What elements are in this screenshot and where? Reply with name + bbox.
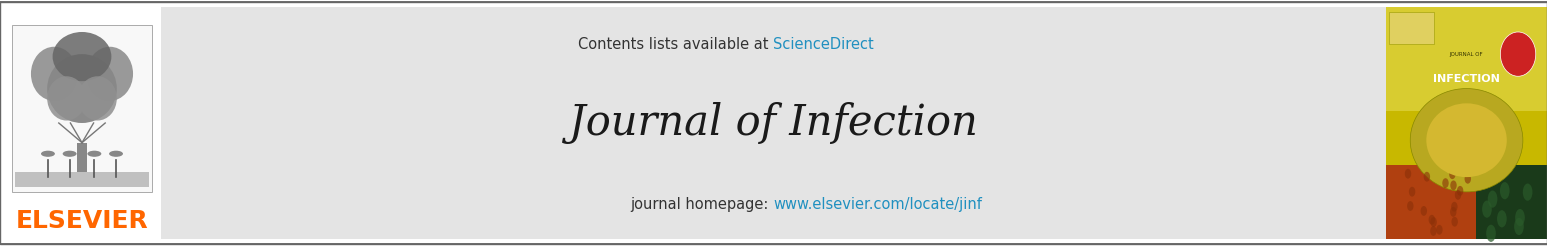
Ellipse shape xyxy=(77,76,118,121)
Ellipse shape xyxy=(1457,186,1463,196)
Ellipse shape xyxy=(1522,184,1533,201)
Ellipse shape xyxy=(1487,225,1496,242)
Ellipse shape xyxy=(46,76,85,121)
Ellipse shape xyxy=(1442,178,1448,188)
Text: JOURNAL OF: JOURNAL OF xyxy=(1450,52,1484,57)
FancyBboxPatch shape xyxy=(1389,12,1434,44)
Ellipse shape xyxy=(1497,210,1507,227)
Ellipse shape xyxy=(1411,89,1522,192)
FancyBboxPatch shape xyxy=(1386,7,1547,111)
FancyBboxPatch shape xyxy=(161,7,1386,239)
FancyBboxPatch shape xyxy=(77,143,87,187)
Text: Contents lists available at: Contents lists available at xyxy=(579,37,774,52)
Ellipse shape xyxy=(1454,190,1462,200)
Ellipse shape xyxy=(1488,190,1497,208)
Ellipse shape xyxy=(1451,217,1457,227)
Ellipse shape xyxy=(1431,217,1437,227)
FancyBboxPatch shape xyxy=(0,7,161,239)
Ellipse shape xyxy=(1515,218,1524,235)
Text: ELSEVIER: ELSEVIER xyxy=(15,209,149,233)
Ellipse shape xyxy=(1482,200,1491,218)
Text: www.elsevier.com/locate/jinf: www.elsevier.com/locate/jinf xyxy=(774,197,982,212)
Ellipse shape xyxy=(1428,215,1436,225)
Ellipse shape xyxy=(1426,103,1507,177)
FancyBboxPatch shape xyxy=(15,172,149,187)
Ellipse shape xyxy=(40,151,54,157)
Text: Journal of Infection: Journal of Infection xyxy=(569,102,978,144)
Text: journal homepage:: journal homepage: xyxy=(631,197,774,212)
Ellipse shape xyxy=(1408,201,1414,211)
Ellipse shape xyxy=(87,47,133,101)
Ellipse shape xyxy=(1450,180,1457,190)
Ellipse shape xyxy=(1420,206,1426,216)
FancyBboxPatch shape xyxy=(1476,165,1547,239)
Ellipse shape xyxy=(1436,225,1443,235)
Ellipse shape xyxy=(1450,169,1456,179)
Text: ScienceDirect: ScienceDirect xyxy=(774,37,874,52)
FancyBboxPatch shape xyxy=(1386,165,1476,239)
FancyBboxPatch shape xyxy=(12,25,152,192)
Ellipse shape xyxy=(46,54,118,123)
Ellipse shape xyxy=(1423,172,1429,182)
Ellipse shape xyxy=(1451,202,1457,212)
Ellipse shape xyxy=(1465,174,1471,184)
Text: INFECTION: INFECTION xyxy=(1433,74,1501,84)
Ellipse shape xyxy=(1409,187,1416,197)
Ellipse shape xyxy=(31,47,77,101)
Ellipse shape xyxy=(87,151,101,157)
Ellipse shape xyxy=(1501,182,1510,199)
Ellipse shape xyxy=(1405,169,1411,179)
Ellipse shape xyxy=(1501,32,1536,76)
Ellipse shape xyxy=(1429,226,1437,236)
Ellipse shape xyxy=(108,151,122,157)
Ellipse shape xyxy=(1450,207,1456,217)
FancyBboxPatch shape xyxy=(1386,7,1547,239)
Ellipse shape xyxy=(62,151,76,157)
Ellipse shape xyxy=(53,32,111,81)
Ellipse shape xyxy=(1515,209,1525,226)
